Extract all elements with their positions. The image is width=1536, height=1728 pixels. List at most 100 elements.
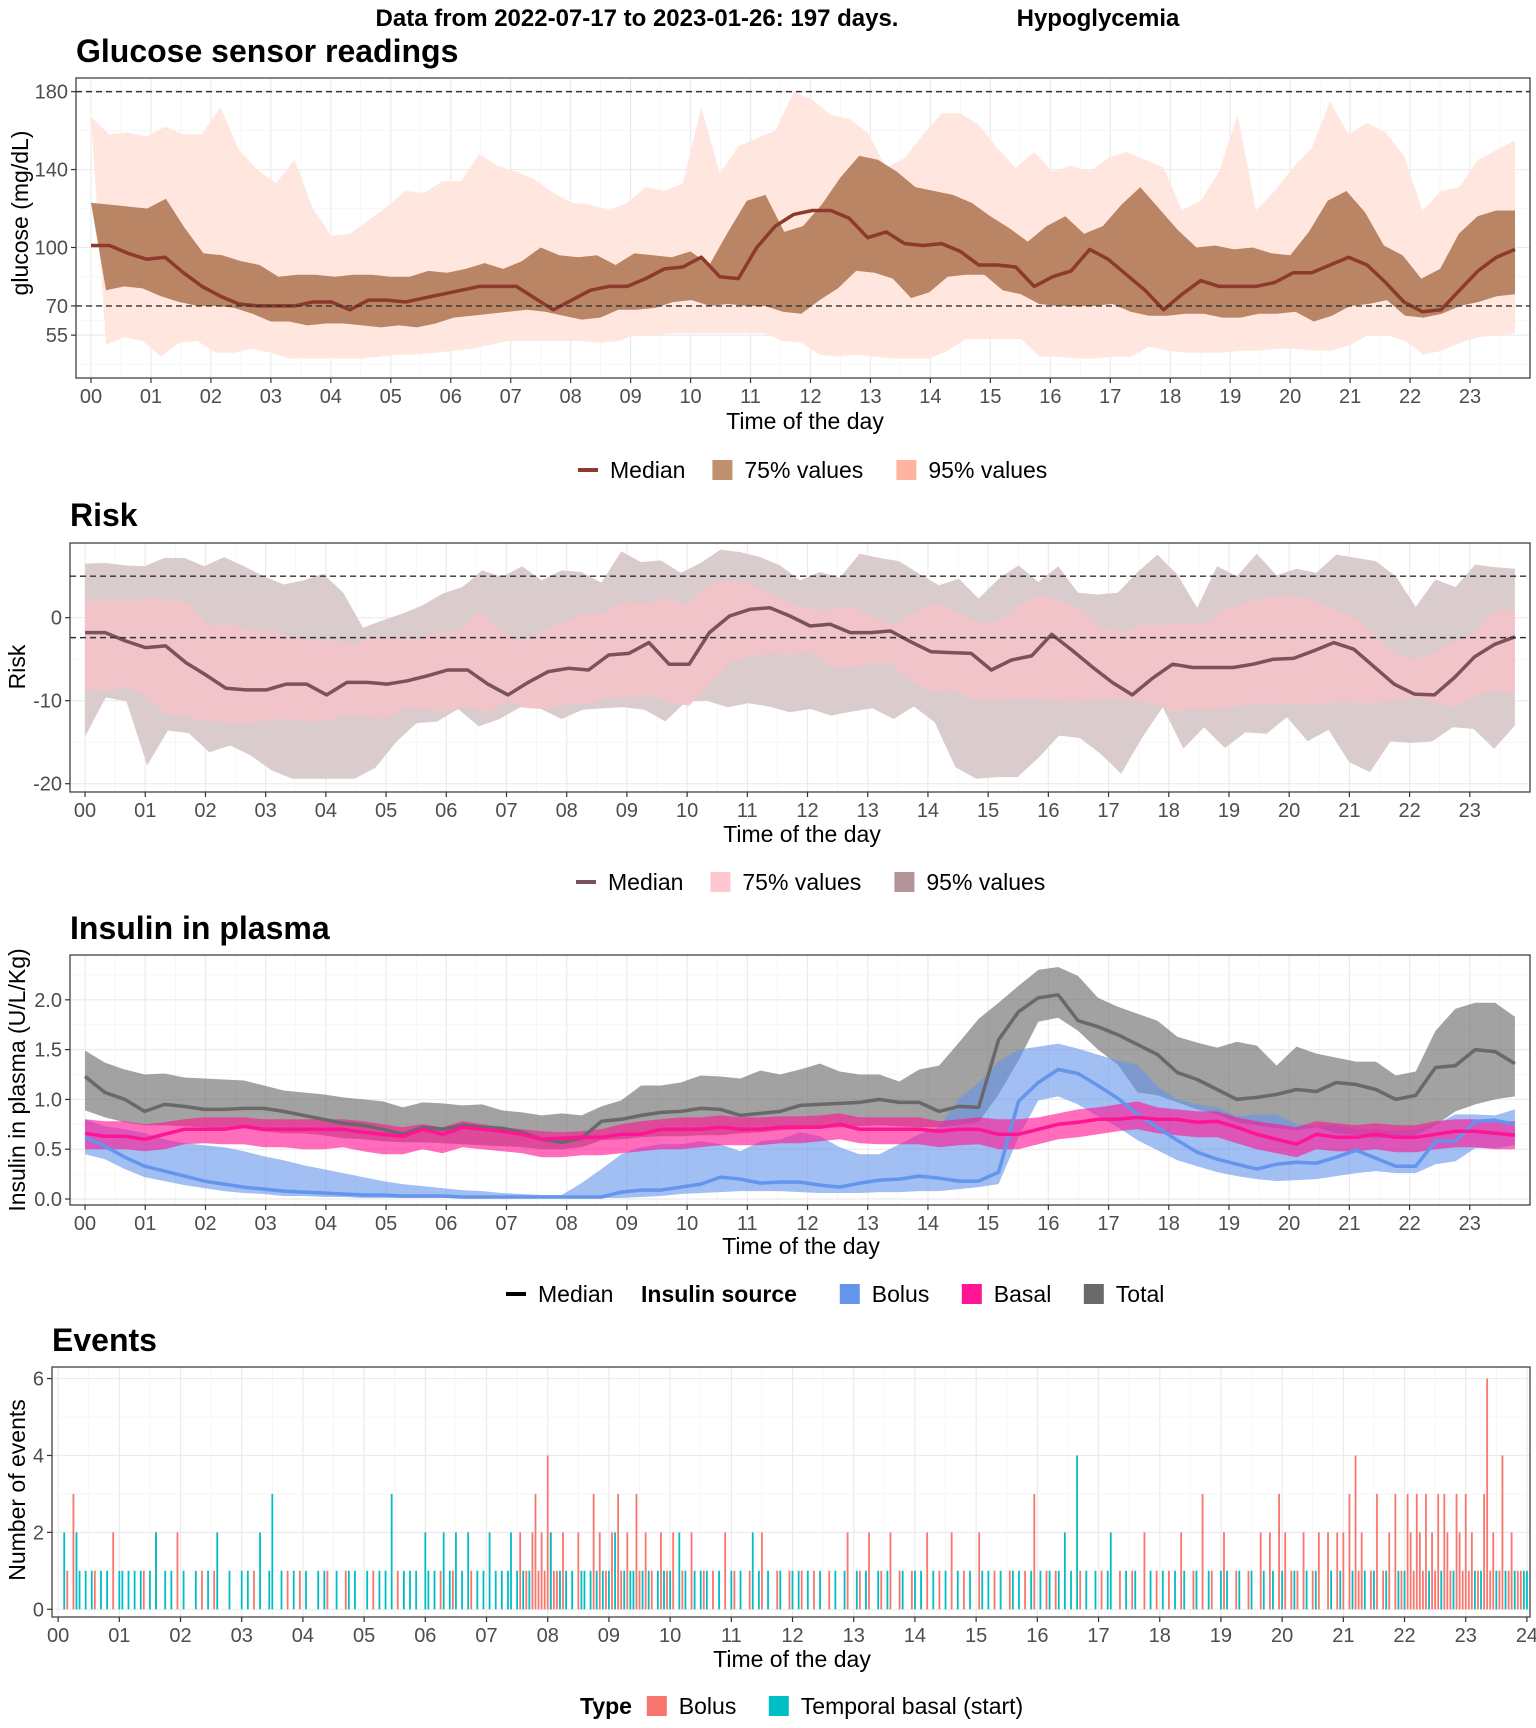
bolus-bar [1492,1532,1495,1610]
bolus-bar [672,1532,675,1610]
x-tick-label: 07 [495,1213,517,1235]
glucose-panel: Glucose sensor readings 00 01 02 03 04 05 06 07… [7,33,1531,483]
bolus-bar [1024,1570,1026,1610]
temporal-basal-bar [1363,1570,1366,1610]
temporal-basal-bar [1428,1570,1430,1610]
temporal-basal-bar [354,1570,356,1610]
temporal-basal-bar [448,1570,451,1610]
temporal-basal-bar [663,1570,665,1610]
x-tick-label: 19 [1219,386,1241,408]
temporal-basal-bar [865,1570,867,1610]
temporal-basal-bar [693,1570,696,1610]
bolus-bar [1317,1532,1320,1610]
x-tick-label: 01 [140,386,162,408]
temporal-basal-bar [482,1570,485,1610]
temporal-basal-bar [981,1570,984,1610]
temporal-basal-bar [1149,1570,1152,1610]
x-tick-label: 16 [1026,1625,1048,1647]
temporal-basal-bar [614,1532,616,1610]
bolus-bar [519,1532,522,1610]
temporal-basal-bar [433,1570,436,1610]
bolus-bar [1437,1493,1440,1610]
bolus-bar [1376,1493,1378,1610]
bolus-bar [1461,1570,1464,1610]
bolus-bar [1259,1532,1262,1610]
total-median-line [84,993,1516,1145]
temporal-basal-bar [669,1570,672,1610]
temporal-basal-bar [608,1570,610,1610]
x-tick-label: 06 [435,1213,457,1235]
bolus-bar [1400,1570,1403,1610]
x-tick-label: 00 [74,800,96,822]
bolus-bar [1388,1532,1391,1610]
bolus-bar [1354,1455,1357,1610]
glucose-legend: Median 75% values 95% values [578,457,1047,483]
bolus-bar [724,1532,727,1610]
bolus-bar [1489,1570,1492,1610]
temporal-basal-bar [194,1570,197,1610]
temporal-basal-bar [292,1570,295,1610]
basal-median-line [84,1115,1516,1146]
temporal-basal-bar [797,1570,800,1610]
bolus-bar [858,1570,861,1610]
x-tick-label: 23 [1455,1625,1477,1647]
temporal-basal-bar [240,1570,243,1610]
temporal-basal-bar [739,1570,742,1610]
x-tick-label: 21 [1338,800,1360,822]
x-tick-label: 11 [740,386,761,408]
bolus-bar [537,1570,540,1610]
temporal-basal-bar [1480,1570,1482,1610]
insulin-plot: 00 01 02 03 04 05 06 07 08 09 10 11 12 13 14 15 16 17 18 19… [34,954,1531,1235]
legend-key-bolus [839,1284,860,1304]
bolus-bar [733,1570,736,1610]
insulin-legend: Median Insulin source Bolus Basal Total [506,1281,1164,1307]
legend-key-temporal-basal-start [768,1696,789,1716]
temporal-basal-bar [280,1570,283,1610]
legend-label-temporal-basal-start: Temporal basal (start) [801,1693,1023,1719]
y-tick-label: 0 [33,1599,44,1621]
temporal-basal-bar [461,1570,463,1610]
temporal-basal-bar [1183,1570,1186,1610]
temporal-basal-bar [1106,1570,1109,1610]
bolus-bar [93,1570,96,1610]
temporal-basal-bar [216,1532,219,1610]
temporal-basal-bar [1385,1570,1388,1610]
risk-plot: 00 01 02 03 04 05 06 07 08 09 10 11 12 13 14 15 16 17 18 19… [33,542,1531,822]
temporal-basal-bar [139,1570,142,1610]
temporal-basal-bar [595,1570,598,1610]
temporal-basal-bar [494,1570,497,1610]
bolus-bar [439,1570,442,1610]
bolus-bar [1192,1570,1195,1610]
temporal-basal-bar [1238,1570,1241,1610]
bolus-bar [1406,1493,1409,1610]
temporal-basal-bar [684,1570,687,1610]
temporal-basal-bar [806,1570,809,1610]
bolus-bar [1507,1570,1510,1610]
bolus-bar [926,1532,929,1610]
bolus-bar [788,1570,791,1610]
temporal-basal-bar [347,1570,350,1610]
x-tick-label: 19 [1210,1625,1232,1647]
temporal-basal-bar [843,1570,846,1610]
bolus-bar [690,1532,693,1610]
bolus-bar [1168,1570,1170,1610]
total-band [85,967,1515,1150]
bolus-bar [950,1532,953,1610]
temporal-basal-bar [1085,1570,1088,1610]
x-tick-label: 01 [108,1625,130,1647]
x-tick-label: 12 [796,1213,818,1235]
legend-key-total [1083,1284,1104,1304]
temporal-basal-bar [403,1570,405,1610]
temporal-basal-bar [182,1570,185,1610]
legend-label-total: Total [1116,1281,1165,1307]
temporal-basal-bar [1076,1455,1079,1610]
x-tick-label: 12 [799,386,821,408]
temporal-basal-bar [516,1570,519,1610]
temporal-basal-bar [78,1570,81,1610]
glucose-plot: 00 01 02 03 04 05 06 07 08 09 10 11 12 13 14 15 16 17 18 19… [35,77,1531,408]
bolus-bar [1421,1570,1424,1610]
bolus-bar [531,1532,534,1610]
bolus-bar [702,1570,705,1610]
bolus-bar [562,1532,564,1610]
x-tick-label: 06 [440,386,462,408]
